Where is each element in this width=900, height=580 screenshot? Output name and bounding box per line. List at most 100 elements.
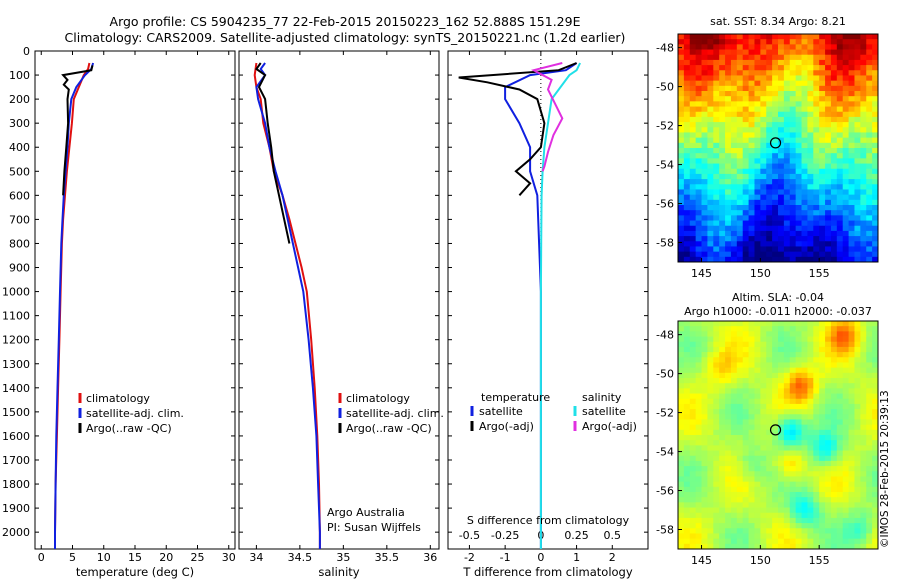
map-cell <box>772 326 779 332</box>
map-cell <box>742 429 749 436</box>
map-cell <box>860 409 867 415</box>
map-cell <box>778 127 785 133</box>
map-cell <box>766 194 773 201</box>
map-cell <box>766 116 773 123</box>
map-cell <box>836 75 844 82</box>
map-cell <box>830 424 838 431</box>
map-cell <box>836 246 844 253</box>
map-cell <box>795 75 802 82</box>
map-cell <box>766 173 773 180</box>
map-cell <box>783 460 791 467</box>
map-cell <box>778 158 785 164</box>
map-cell <box>742 142 749 149</box>
map-cell <box>830 220 838 227</box>
map-cell <box>795 39 802 45</box>
map-cell <box>719 341 726 348</box>
map-cell <box>801 173 808 180</box>
map-cell <box>807 116 814 123</box>
map-cell <box>689 398 697 405</box>
map-cell <box>678 215 685 221</box>
map-cell <box>695 91 702 97</box>
map-cell <box>713 54 720 61</box>
map-cell <box>789 352 797 358</box>
map-cell <box>754 142 761 149</box>
map-cell <box>789 435 797 441</box>
map-cell <box>707 85 714 92</box>
map-cell <box>713 512 720 519</box>
map-cell <box>825 59 832 66</box>
sla-map-title: Altim. SLA: -0.04 <box>732 291 824 304</box>
map-cell <box>754 199 761 206</box>
map-cell <box>736 476 744 483</box>
map-cell <box>825 75 832 82</box>
map-cell <box>760 132 767 139</box>
map-cell <box>736 445 744 451</box>
map-cell <box>836 132 844 139</box>
map-cell <box>866 543 873 550</box>
map-cell <box>772 460 779 467</box>
map-cell <box>842 362 849 369</box>
map-cell <box>860 256 867 263</box>
map-cell <box>825 481 832 488</box>
difference-plot-area: -2-1012-0.5-0.2500.250.5temperaturesalin… <box>447 50 649 564</box>
map-cell <box>872 59 879 66</box>
map-cell <box>719 44 726 50</box>
map-cell <box>783 220 791 227</box>
map-cell <box>772 91 779 97</box>
map-cell <box>695 142 702 149</box>
map-cell <box>678 321 685 327</box>
map-cell <box>713 507 720 514</box>
map-cell <box>807 215 814 221</box>
map-cell <box>695 34 702 40</box>
map-cell <box>689 179 697 185</box>
map-cell <box>707 435 714 441</box>
map-cell <box>725 75 732 82</box>
map-cell <box>836 435 844 441</box>
map-cell <box>736 435 744 441</box>
map-cell <box>860 153 867 159</box>
map-cell <box>713 517 720 524</box>
map-cell <box>854 251 861 258</box>
map-cell <box>872 220 879 227</box>
map-cell <box>789 127 797 133</box>
map-cell <box>860 497 867 503</box>
map-cell <box>807 492 814 498</box>
map-cell <box>789 507 797 514</box>
map-cell <box>689 85 697 92</box>
map-cell <box>707 54 714 61</box>
map-cell <box>707 215 714 221</box>
map-cell <box>678 367 685 374</box>
map-cell <box>836 34 844 40</box>
map-cell <box>783 137 791 144</box>
map-cell <box>683 173 691 180</box>
map-cell <box>766 111 773 118</box>
map-cell <box>825 321 832 327</box>
depth-tick-label: 1300 <box>2 358 30 371</box>
map-cell <box>678 85 685 92</box>
map-cell <box>772 528 779 534</box>
map-cell <box>701 346 708 353</box>
map-cell <box>807 419 814 426</box>
map-cell <box>872 409 879 415</box>
map-cell <box>842 184 849 190</box>
map-cell <box>772 225 779 232</box>
map-cell <box>854 476 861 483</box>
map-cell <box>801 409 808 415</box>
salinity-panel: 34 34.5 35 35.5 36climatologysatellite-adj. … <box>238 50 444 579</box>
map-cell <box>783 163 791 170</box>
map-cell <box>783 403 791 410</box>
map-cell <box>736 256 744 263</box>
map-cell <box>813 378 820 384</box>
map-cell <box>736 70 744 76</box>
map-cell <box>860 49 867 56</box>
map-cell <box>836 362 844 369</box>
map-cell <box>860 111 867 118</box>
map-cell <box>813 220 820 227</box>
map-cell <box>830 523 838 529</box>
map-cell <box>695 122 702 128</box>
map-cell <box>819 523 826 529</box>
map-cell <box>842 59 849 66</box>
map-cell <box>713 372 720 379</box>
map-cell <box>860 512 867 519</box>
map-cell <box>789 85 797 92</box>
